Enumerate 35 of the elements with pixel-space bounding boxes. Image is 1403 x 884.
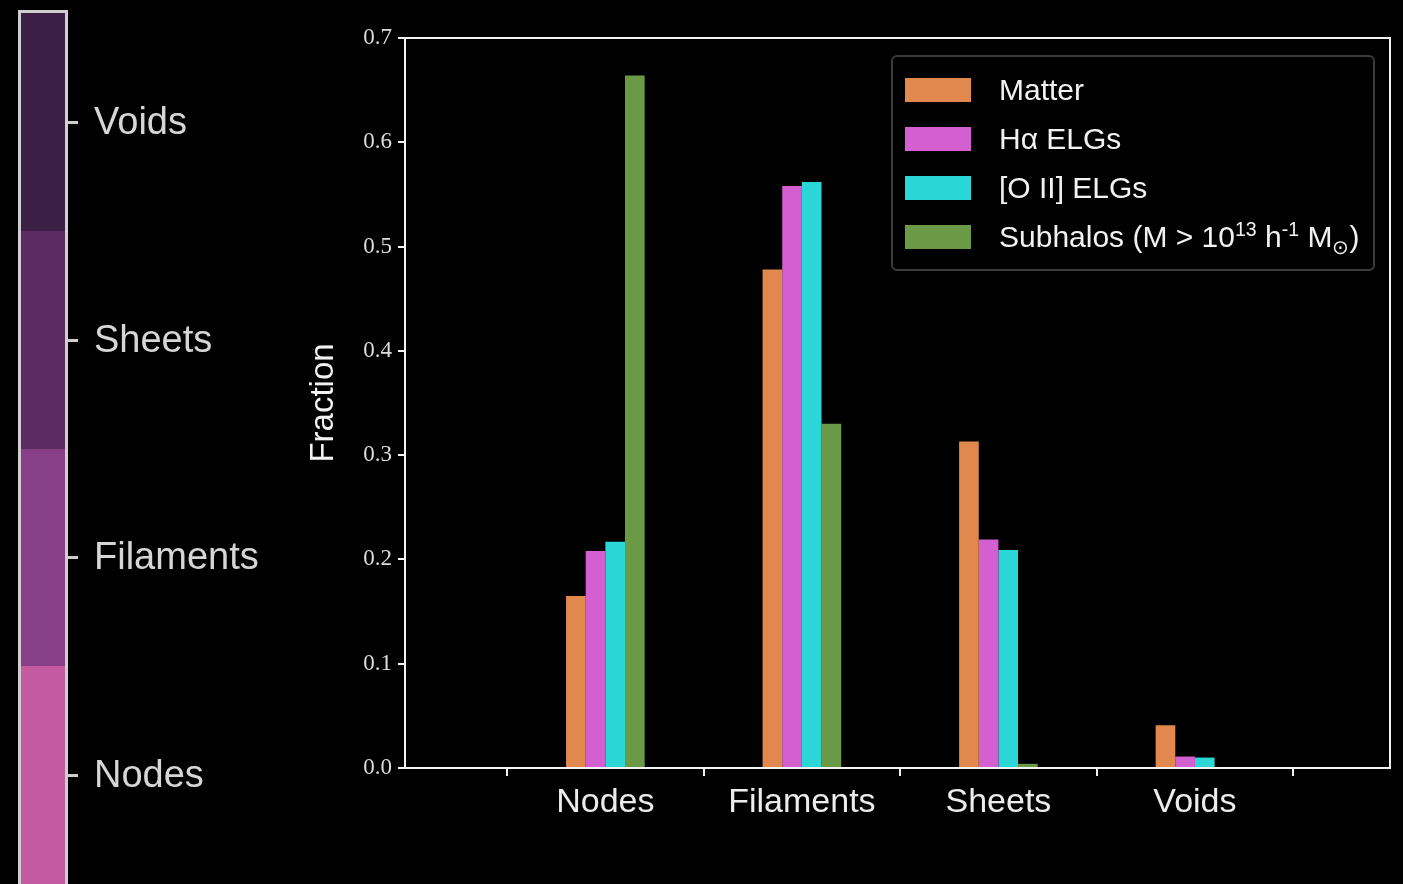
bar [1194,757,1215,767]
bar [1175,756,1195,767]
legend-label: Hα ELGs [999,121,1122,156]
y-tick-label: 0.0 [363,754,392,780]
legend-label: [O II] ELGs [999,170,1148,205]
y-axis-title: Fraction [302,343,340,463]
y-tick-label: 0.5 [363,232,392,258]
legend-label: Subhalos (M > 10$^{13}$ h$^{-1}$ M$_{⊙}$) [999,217,1360,258]
bar [821,423,842,767]
bar [978,539,999,767]
y-tick-label: 0.2 [363,545,392,571]
bar [959,441,979,767]
y-tick-label: 0.7 [363,24,392,50]
bar [605,541,626,767]
bar [998,550,1019,767]
bar [801,181,822,767]
y-tick-label: 0.6 [363,128,392,154]
bar [625,75,645,767]
x-tick-label: Nodes [556,780,655,819]
bar [782,186,802,767]
bar [1018,763,1038,767]
category-label: Sheets [94,317,213,360]
y-tick-label: 0.4 [363,336,393,362]
y-tick-label: 0.1 [363,649,392,675]
x-tick-label: Sheets [945,780,1052,819]
y-tick-label: 0.3 [363,441,392,467]
legend-label: Matter [999,72,1085,107]
bar [585,551,606,767]
x-tick-label: Voids [1153,780,1237,819]
category-label: Filaments [94,535,259,578]
bar [762,269,783,767]
x-tick-label: Filaments [728,780,876,819]
bar [566,595,586,767]
bar [1155,725,1176,767]
category-label: Voids [94,99,187,142]
